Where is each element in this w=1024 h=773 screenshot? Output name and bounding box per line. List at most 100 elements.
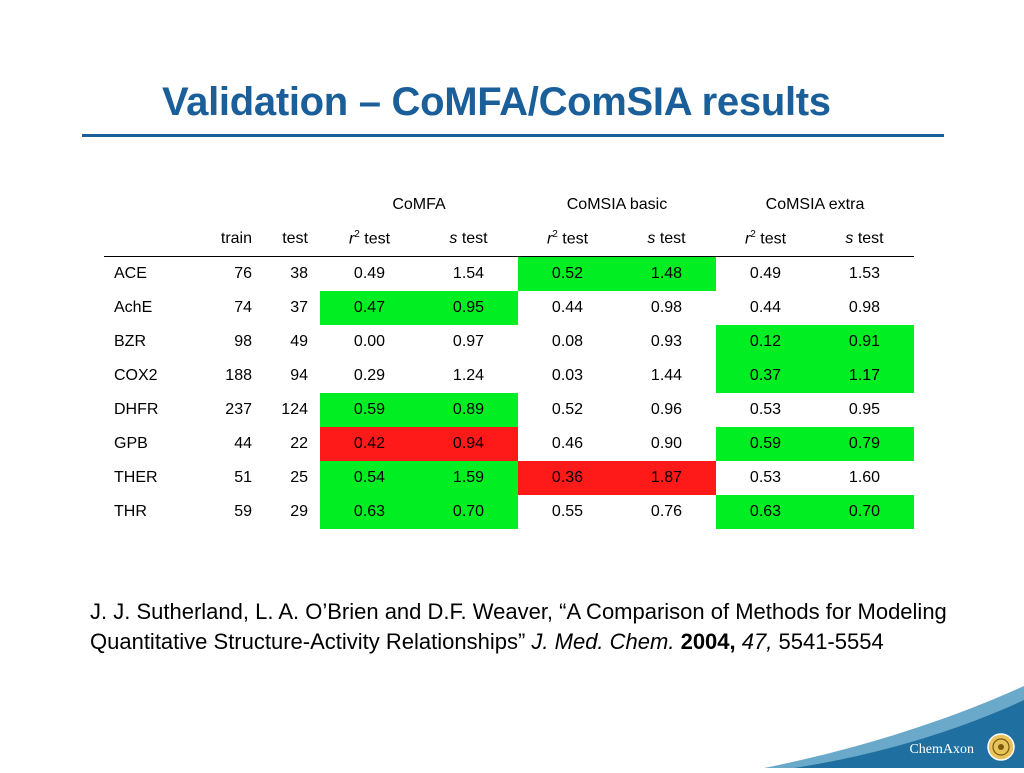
extra-s-cell: 0.79 [815,427,914,461]
comfa-r2-cell: 0.29 [353,367,386,384]
comfa-r2-cell: 0.59 [320,393,419,427]
title-underline [82,134,944,137]
basic-s-cell: 1.44 [650,367,683,384]
extra-r2-cell: 0.53 [749,401,782,418]
header-train: train [172,222,266,257]
comfa-r2-cell: 0.47 [320,291,419,325]
comfa-s-cell: 1.59 [419,461,518,495]
target-name: GPB [114,435,148,452]
table-row: ACE 76 38 0.49 1.54 0.52 1.48 0.49 1.53 [104,256,914,291]
extra-s-cell: 0.98 [848,299,881,316]
table-row: COX2 188 94 0.29 1.24 0.03 1.44 0.37 1.17 [104,359,914,393]
table-row: DHFR 237 124 0.59 0.89 0.52 0.96 0.53 0.95 [104,393,914,427]
table-row: THER 51 25 0.54 1.59 0.36 1.87 0.53 1.60 [104,461,914,495]
train-count: 59 [234,503,252,520]
extra-r2-cell: 0.63 [716,495,815,529]
header-extra-r2: r2 test [716,222,815,257]
basic-s-cell: 0.90 [650,435,683,452]
comfa-s-cell: 0.89 [419,393,518,427]
basic-r2-cell: 0.03 [551,367,584,384]
footer-swoosh-graphic [764,686,1024,768]
citation-authors-title: J. J. Sutherland, L. A. O’Brien and D.F.… [90,599,947,654]
train-count: 237 [225,401,252,418]
citation-year: 2004, [680,629,736,654]
basic-s-cell: 1.87 [617,461,716,495]
group-header-comsia-basic: CoMSIA basic [566,196,668,213]
basic-r2-cell: 0.55 [551,503,584,520]
basic-s-cell: 0.98 [650,299,683,316]
extra-r2-cell: 0.59 [716,427,815,461]
comfa-r2-cell: 0.63 [320,495,419,529]
target-name: THR [114,503,147,520]
extra-r2-cell: 0.37 [716,359,815,393]
test-count: 49 [290,333,308,350]
train-count: 74 [234,299,252,316]
chemaxon-logo: ChemAxon [909,742,974,757]
target-name: DHFR [114,401,159,418]
extra-r2-cell: 0.53 [749,469,782,486]
table-body: ACE 76 38 0.49 1.54 0.52 1.48 0.49 1.53 AchE 74 37 0… [104,256,914,529]
comfa-s-cell: 0.70 [419,495,518,529]
extra-r2-cell: 0.49 [749,265,782,282]
extra-s-cell: 0.70 [815,495,914,529]
comfa-r2-cell: 0.49 [353,265,386,282]
comfa-s-cell: 0.95 [419,291,518,325]
basic-r2-cell: 0.08 [551,333,584,350]
comfa-r2-cell: 0.54 [320,461,419,495]
basic-r2-cell: 0.44 [551,299,584,316]
corner-cell [104,188,172,222]
table-row: BZR 98 49 0.00 0.97 0.08 0.93 0.12 0.91 [104,325,914,359]
group-header-comfa: CoMFA [392,196,446,213]
test-count: 94 [290,367,308,384]
basic-r2-cell: 0.46 [551,435,584,452]
results-table: CoMFA CoMSIA basic CoMSIA extra train te… [104,188,914,529]
basic-r2-cell: 0.52 [551,401,584,418]
basic-s-cell: 1.48 [617,256,716,291]
header-extra-s: s test [815,222,914,257]
basic-r2-cell: 0.52 [518,256,617,291]
extra-s-cell: 1.17 [815,359,914,393]
group-header-row: CoMFA CoMSIA basic CoMSIA extra [104,188,914,222]
train-count: 76 [234,265,252,282]
extra-r2-cell: 0.44 [749,299,782,316]
train-count: 98 [234,333,252,350]
comfa-s-cell: 0.97 [452,333,485,350]
sub-header-row: train test r2 test s test r2 test s test… [104,222,914,257]
test-count: 29 [290,503,308,520]
comfa-r2-cell: 0.42 [320,427,419,461]
header-basic-s: s test [617,222,716,257]
basic-s-cell: 0.76 [650,503,683,520]
test-count: 38 [290,265,308,282]
citation-journal: J. Med. Chem. [531,629,675,654]
train-count: 51 [234,469,252,486]
header-test: test [266,222,320,257]
target-name: AchE [114,299,153,316]
target-name: BZR [114,333,146,350]
header-comfa-r2: r2 test [320,222,419,257]
test-count: 22 [290,435,308,452]
slide-title: Validation – CoMFA/ComSIA results [162,80,831,124]
citation-volume: 47, [741,629,773,654]
table-row: GPB 44 22 0.42 0.94 0.46 0.90 0.59 0.79 [104,427,914,461]
train-count: 44 [234,435,252,452]
extra-s-cell: 0.91 [815,325,914,359]
group-header-comsia-extra: CoMSIA extra [765,196,865,213]
footer-decoration: ChemAxon [724,678,1024,768]
citation-pages: 5541-5554 [778,629,884,654]
target-name: THER [114,469,158,486]
header-comfa-s: s test [419,222,518,257]
header-basic-r2: r2 test [518,222,617,257]
test-count: 37 [290,299,308,316]
train-count: 188 [225,367,252,384]
table-row: THR 59 29 0.63 0.70 0.55 0.76 0.63 0.70 [104,495,914,529]
basic-s-cell: 0.93 [650,333,683,350]
extra-s-cell: 1.60 [848,469,881,486]
test-count: 124 [281,401,308,418]
citation: J. J. Sutherland, L. A. O’Brien and D.F.… [90,597,970,657]
target-name: ACE [114,265,147,282]
table-row: AchE 74 37 0.47 0.95 0.44 0.98 0.44 0.98 [104,291,914,325]
comfa-s-cell: 0.94 [419,427,518,461]
test-count: 25 [290,469,308,486]
basic-r2-cell: 0.36 [518,461,617,495]
extra-r2-cell: 0.12 [716,325,815,359]
